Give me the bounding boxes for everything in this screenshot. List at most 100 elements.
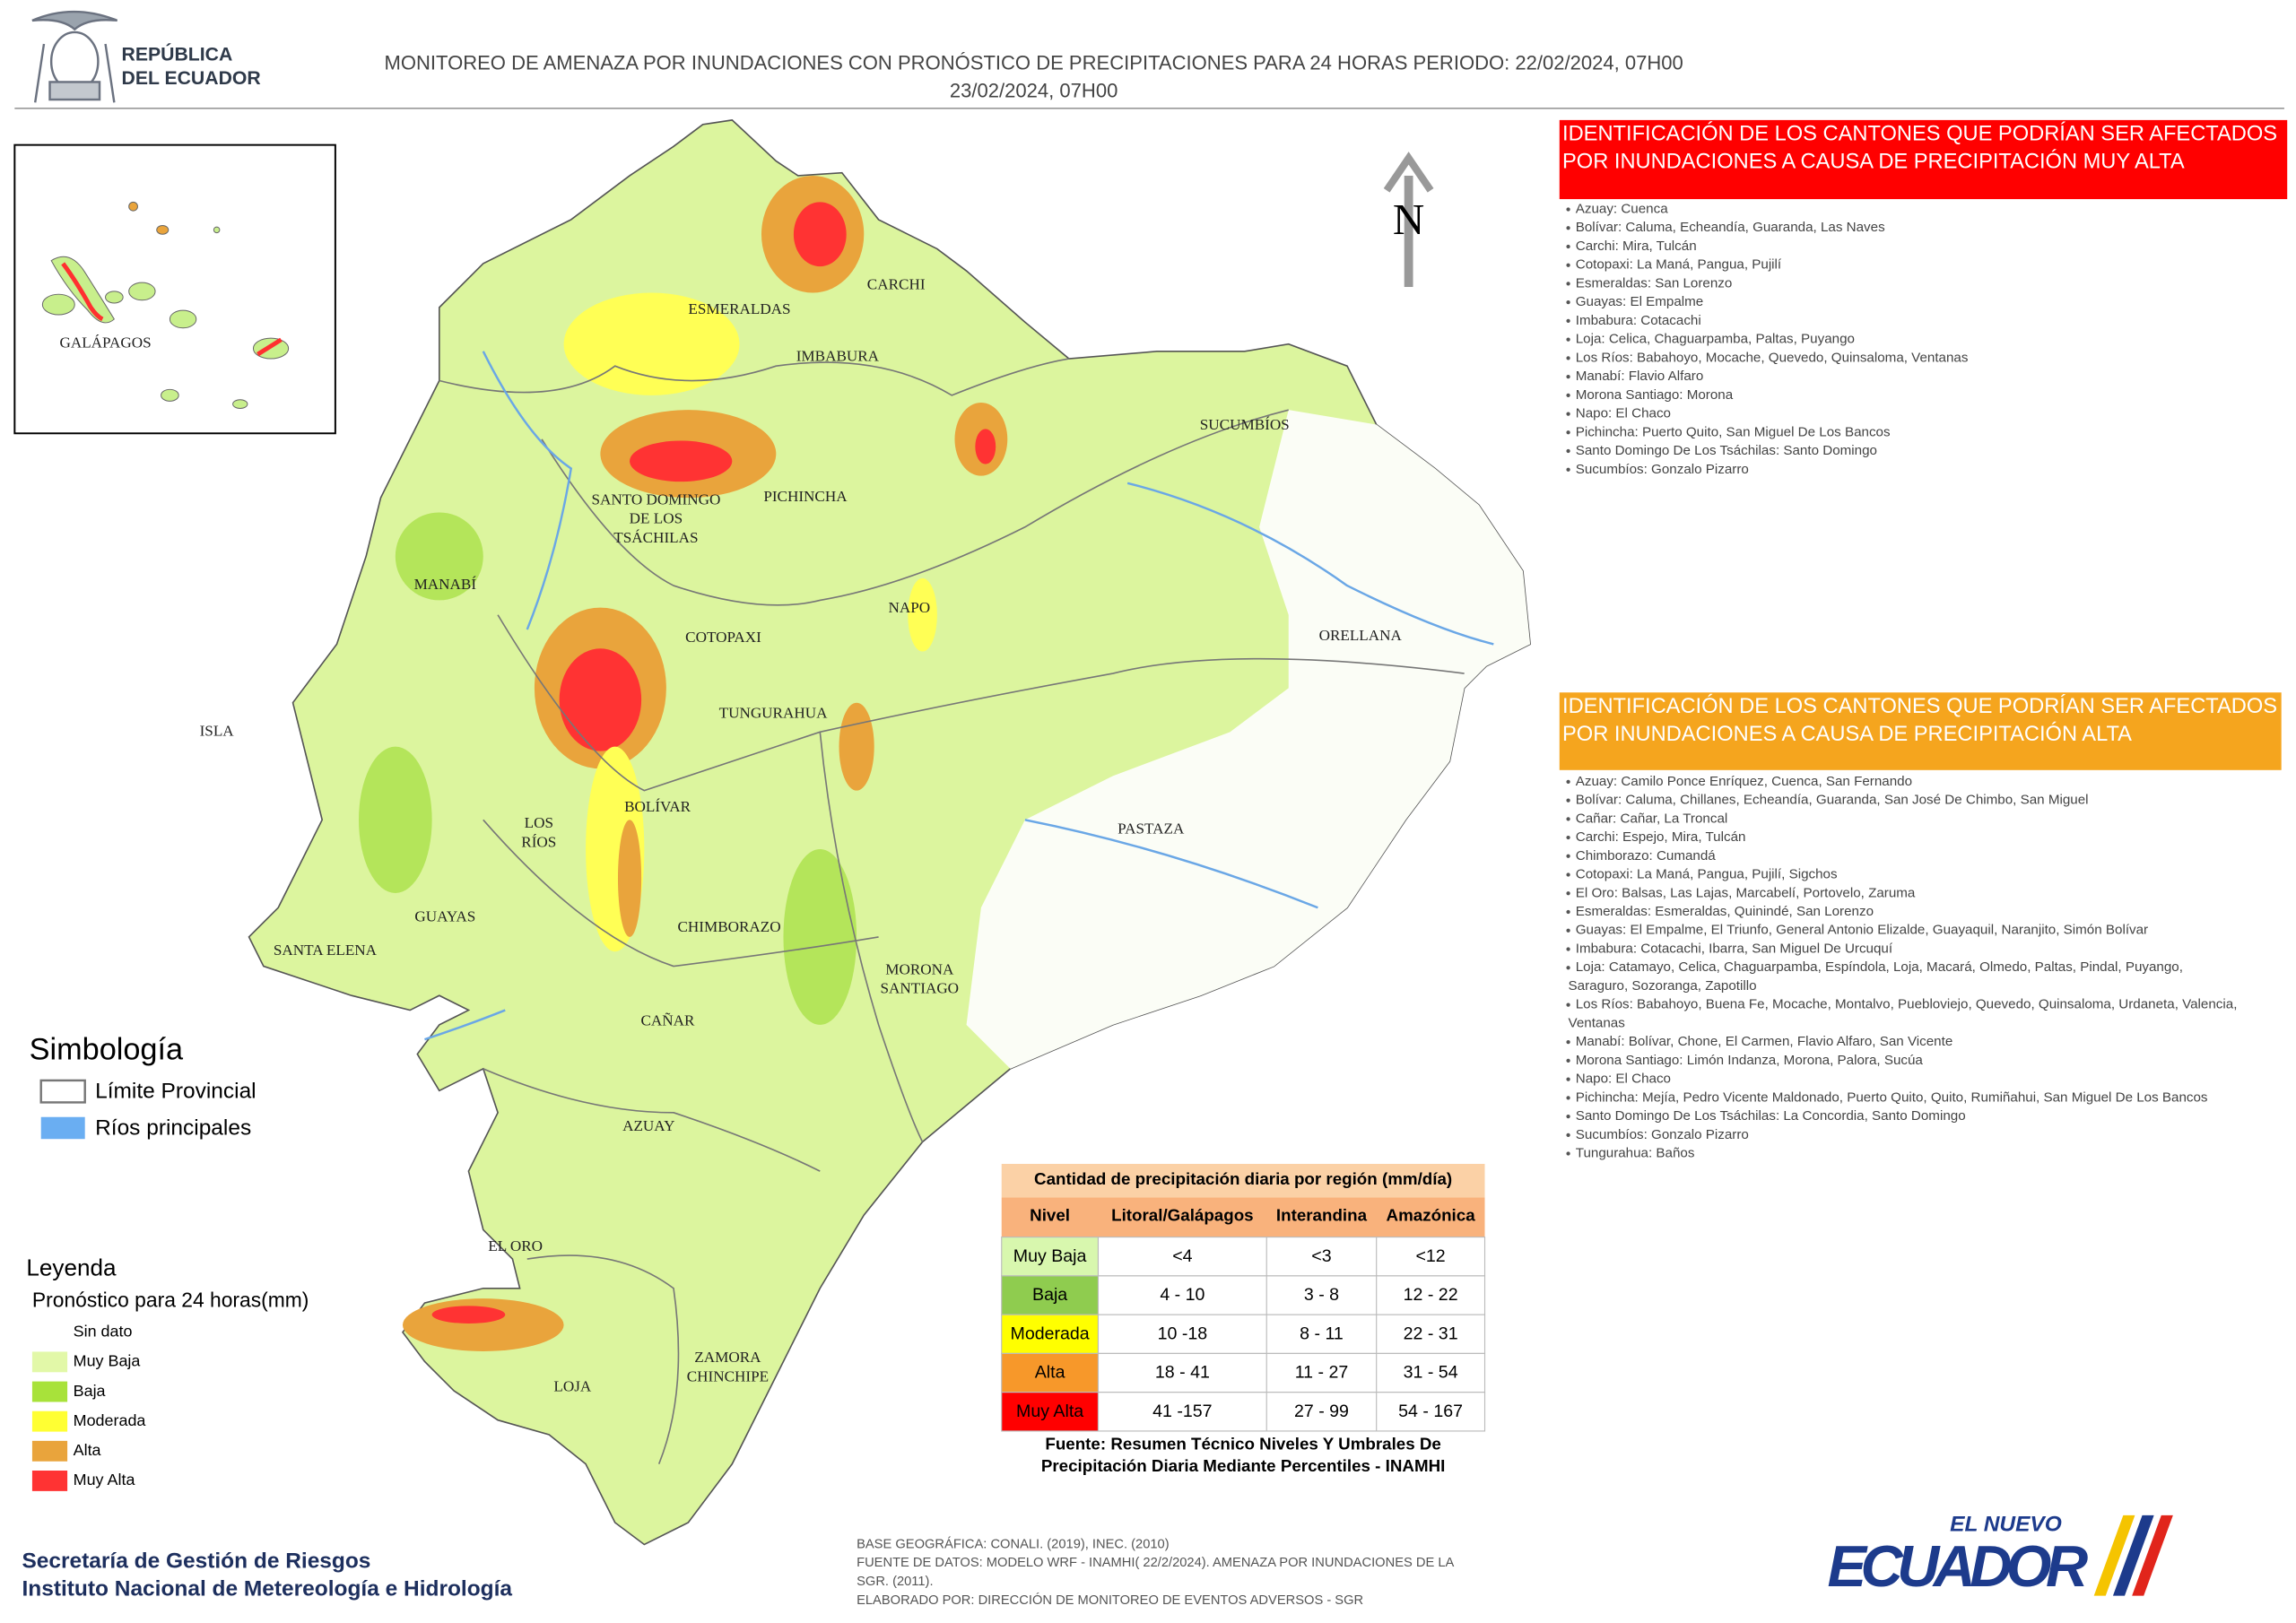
table-header: Amazónica [1387, 1206, 1476, 1225]
province-label: NAPO [889, 599, 931, 616]
bullet [1566, 1002, 1570, 1007]
table-cell: Baja [1032, 1285, 1067, 1305]
province-label: MORONA [885, 960, 954, 977]
panel-high-header [1559, 692, 2282, 770]
panel-title: IDENTIFICACIÓN DE LOS CANTONES QUE PODRÍ… [1562, 694, 2277, 718]
table-source: Precipitación Diaria Mediante Percentile… [1041, 1456, 1446, 1475]
table-cell: <3 [1311, 1246, 1331, 1266]
table-cell: 22 - 31 [1404, 1324, 1458, 1343]
symbology-item: Ríos principales [95, 1115, 251, 1140]
no-data-area [966, 410, 1531, 1069]
table-cell: 4 - 10 [1160, 1285, 1205, 1305]
canton-item: Cañar: Cañar, La Troncal [1576, 811, 1728, 826]
legend-swatch [31, 1410, 68, 1432]
bullet [1566, 835, 1570, 840]
canton-item: Tungurahua: Baños [1576, 1146, 1695, 1161]
north-arrow [1383, 152, 1434, 288]
legend-swatch [31, 1381, 68, 1402]
brand-top: EL NUEVO [1950, 1513, 2062, 1537]
province-label: MANABÍ [414, 576, 477, 593]
table-row-bg [1097, 1314, 1486, 1354]
canton-item: Esmeraldas: San Lorenzo [1576, 275, 1733, 291]
canton-item: Loja: Celica, Chaguarpamba, Paltas, Puya… [1576, 332, 1855, 347]
province-label: ESMERALDAS [688, 300, 790, 317]
panel-title: IDENTIFICACIÓN DE LOS CANTONES QUE PODRÍ… [1562, 121, 2277, 145]
legend-item: Muy Alta [74, 1471, 135, 1488]
province-label: CAÑAR [641, 1012, 696, 1029]
panel-very-high-header [1559, 119, 2288, 200]
logo-text: REPÚBLICA [122, 43, 233, 65]
brand-main: ECUADOR [1828, 1533, 2089, 1599]
legend-swatch [31, 1351, 68, 1373]
canton-item: Los Ríos: Babahoyo, Mocache, Quevedo, Qu… [1576, 350, 1969, 365]
bullet [1566, 1096, 1570, 1100]
brand-stripes [2093, 1515, 2173, 1596]
canton-item: Los Ríos: Babahoyo, Buena Fe, Mocache, M… [1576, 997, 2238, 1012]
province-label: LOJA [553, 1378, 591, 1395]
table-cell: 41 -157 [1152, 1402, 1212, 1421]
bullet [1566, 393, 1570, 397]
bullet [1566, 412, 1570, 416]
bullet [1566, 1151, 1570, 1156]
table-cell: 54 - 167 [1398, 1402, 1463, 1421]
bullet [1566, 928, 1570, 933]
legend-item: Sin dato [74, 1322, 133, 1340]
table-level-cell [1001, 1392, 1100, 1432]
canton-item: Cotopaxi: La Maná, Pangua, Pujilí [1576, 257, 1782, 273]
canton-item: Guayas: El Empalme, El Triunfo, General … [1576, 923, 2148, 938]
logo-text: DEL ECUADOR [122, 68, 261, 89]
province-label: GUAYAS [414, 908, 475, 925]
canton-item: Bolívar: Caluma, Chillanes, Echeandía, G… [1576, 793, 2089, 808]
province-label: TSÁCHILAS [613, 529, 698, 546]
province-label: CHIMBORAZO [677, 918, 780, 935]
table-level-cell [1001, 1237, 1100, 1277]
bullet [1566, 318, 1570, 324]
bullet [1566, 282, 1570, 286]
footer-credit: FUENTE DE DATOS: MODELO WRF - INAMHI( 22… [857, 1556, 1454, 1570]
province-label: AZUAY [622, 1117, 674, 1134]
logo-emblem [31, 10, 118, 103]
table-cell: 11 - 27 [1295, 1363, 1349, 1383]
table-row-bg [1097, 1275, 1486, 1315]
inset-label: GALÁPAGOS [59, 334, 151, 352]
table-row-bg [1097, 1392, 1486, 1432]
province-label: SUCUMBÍOS [1200, 416, 1290, 433]
table-header: Nivel [1030, 1206, 1070, 1225]
galapagos-islands [41, 201, 290, 410]
table-cell: 31 - 54 [1404, 1363, 1458, 1383]
table-row-bg [1097, 1352, 1486, 1393]
canton-item: Santo Domingo De Los Tsáchilas: Santo Do… [1576, 443, 1877, 458]
bullet [1566, 891, 1570, 896]
footer-credit: ELABORADO POR: DIRECCIÓN DE MONITOREO DE… [857, 1593, 1363, 1608]
symbol-boundary [39, 1079, 86, 1104]
province-label: ISLA [200, 722, 235, 739]
symbology-title: Simbología [30, 1032, 184, 1066]
table-cell: <4 [1172, 1246, 1192, 1266]
canton-item: Chimborazo: Cumandá [1576, 848, 1717, 864]
canton-item: El Oro: Balsas, Las Lajas, Marcabelí, Po… [1576, 885, 1916, 900]
bullet [1566, 356, 1570, 360]
table-level-cell [1001, 1314, 1100, 1354]
table-cell: 27 - 99 [1294, 1402, 1349, 1421]
footer-credit: SGR. (2011). [857, 1575, 933, 1589]
galapagos-inset [13, 143, 336, 435]
bullet [1566, 207, 1570, 212]
table-cell: Muy Alta [1016, 1402, 1083, 1421]
bullet [1566, 1077, 1570, 1081]
bullet [1566, 779, 1570, 784]
bullet [1566, 1040, 1570, 1045]
canton-item: Imbabura: Cotacachi [1576, 313, 1701, 328]
table-level-cell [1001, 1352, 1100, 1393]
bullet [1566, 467, 1570, 472]
north-label: N [1393, 195, 1424, 244]
panel-title: POR INUNDACIONES A CAUSA DE PRECIPITACIÓ… [1562, 149, 2185, 173]
province-label: EL ORO [488, 1237, 543, 1254]
province-label: DE LOS [630, 510, 683, 527]
rivers [424, 351, 1494, 1041]
canton-item: Loja: Catamayo, Celica, Chaguarpamba, Es… [1576, 959, 2183, 975]
bullet [1566, 966, 1570, 970]
bullet [1566, 817, 1570, 821]
legend-subtitle: Pronóstico para 24 horas(mm) [32, 1288, 309, 1311]
table-header-bg [1001, 1197, 1485, 1237]
